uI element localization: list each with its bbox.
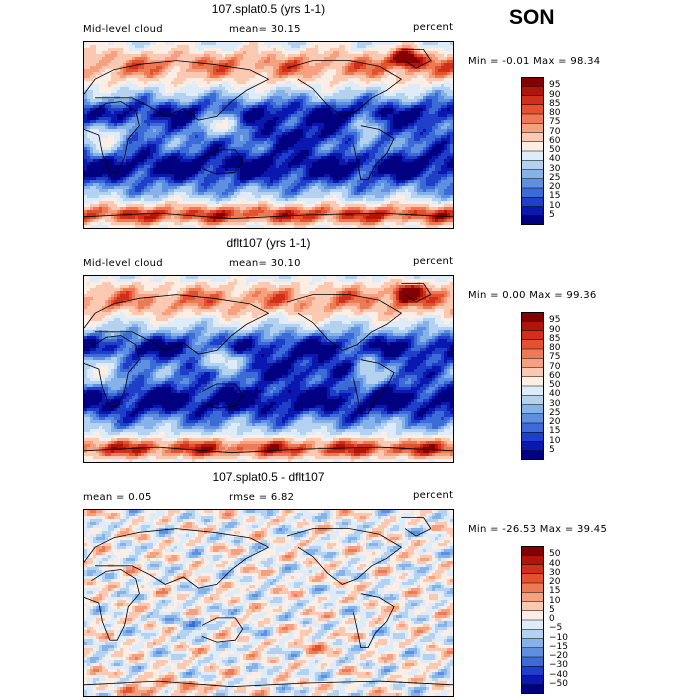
colorbar-tick-label: −40 — [549, 670, 568, 680]
colorbar-tick-label: −20 — [549, 651, 568, 661]
panel-3-units-label: percent — [413, 490, 453, 501]
colorbar-tick-label: 25 — [549, 173, 560, 183]
colorbar-tick-label: 90 — [549, 325, 560, 335]
panel-2-colorbar: 95 90 85 80 75 70 60 50 40 30 25 20 15 10 5 — [521, 312, 560, 460]
colorbar-tick-label: 40 — [549, 154, 560, 164]
panel-1-map — [83, 41, 454, 229]
colorbar-tick-label: 5 — [549, 210, 555, 220]
panel-2-mean-label: mean= 30.10 — [229, 258, 301, 269]
panel-3-mean-label: mean = 0.05 — [83, 492, 152, 503]
panel-3-rmse-label: rmse = 6.82 — [229, 492, 294, 503]
colorbar-tick-label: 95 — [549, 315, 560, 325]
colorbar-tick-label: 15 — [549, 426, 560, 436]
colorbar-tick-label: −5 — [549, 623, 562, 633]
colorbar-tick-label: 95 — [549, 80, 560, 90]
panel-1-mean-label: mean= 30.15 — [229, 24, 301, 35]
season-label: SON — [509, 6, 555, 30]
panel-2-units-label: percent — [413, 256, 453, 267]
colorbar-tick-label: 5 — [549, 605, 555, 615]
colorbar-tick-label: 50 — [549, 549, 560, 559]
panel-1-units-label: percent — [413, 22, 453, 33]
panel-2-minmax: Min = 0.00 Max = 99.36 — [468, 290, 597, 301]
colorbar-tick-label: 50 — [549, 380, 560, 390]
panel-1-minmax: Min = -0.01 Max = 98.34 — [468, 56, 600, 67]
colorbar-tick-label: 20 — [549, 417, 560, 427]
panel-3-map — [83, 509, 454, 697]
colorbar-tick-label: 0 — [549, 614, 555, 624]
colorbar-tick-label: 75 — [549, 117, 560, 127]
colorbar-tick-label: 40 — [549, 389, 560, 399]
panel-3-colorbar: 50 40 30 20 15 10 5 0 −5 −10 −15 −20 −30 −40 −50 — [521, 546, 568, 694]
panel-2-variable-label: Mid-level cloud — [83, 258, 163, 269]
panel-2-title: dflt107 (yrs 1-1) — [0, 236, 537, 250]
panel-3-title: 107.splat0.5 - dflt107 — [0, 470, 537, 484]
colorbar-tick-label: 60 — [549, 136, 560, 146]
colorbar-tick-label: 20 — [549, 577, 560, 587]
colorbar-tick-label: −15 — [549, 642, 568, 652]
colorbar-tick-label: 20 — [549, 182, 560, 192]
colorbar-tick-label: 30 — [549, 399, 560, 409]
colorbar-tick-label: 90 — [549, 90, 560, 100]
colorbar-tick-label: 70 — [549, 362, 560, 372]
colorbar-tick-label: 25 — [549, 408, 560, 418]
colorbar-tick-label: 30 — [549, 568, 560, 578]
panel-3-minmax: Min = -26.53 Max = 39.45 — [468, 524, 607, 535]
colorbar-tick-label: 60 — [549, 371, 560, 381]
panel-1-title: 107.splat0.5 (yrs 1-1) — [0, 2, 537, 16]
colorbar-tick-label: 85 — [549, 334, 560, 344]
colorbar-tick-label: 10 — [549, 436, 560, 446]
colorbar-tick-label: 80 — [549, 108, 560, 118]
colorbar-tick-label: 70 — [549, 127, 560, 137]
colorbar-tick-label: 10 — [549, 201, 560, 211]
colorbar-tick-label: 85 — [549, 99, 560, 109]
colorbar-tick-label: −10 — [549, 633, 568, 643]
colorbar-tick-label: −30 — [549, 660, 568, 670]
colorbar-tick-label: 75 — [549, 352, 560, 362]
panel-2-map — [83, 275, 454, 463]
colorbar-tick-label: 50 — [549, 145, 560, 155]
colorbar-tick-label: 15 — [549, 191, 560, 201]
colorbar-tick-label: 15 — [549, 586, 560, 596]
colorbar-tick-label: 80 — [549, 343, 560, 353]
colorbar-tick-label: 40 — [549, 559, 560, 569]
panel-1-colorbar: 95 90 85 80 75 70 60 50 40 30 25 20 15 10 5 — [521, 77, 560, 225]
colorbar-tick-label: 10 — [549, 596, 560, 606]
colorbar-tick-label: −50 — [549, 679, 568, 689]
colorbar-tick-label: 5 — [549, 445, 555, 455]
colorbar-tick-label: 30 — [549, 164, 560, 174]
panel-1-variable-label: Mid-level cloud — [83, 24, 163, 35]
